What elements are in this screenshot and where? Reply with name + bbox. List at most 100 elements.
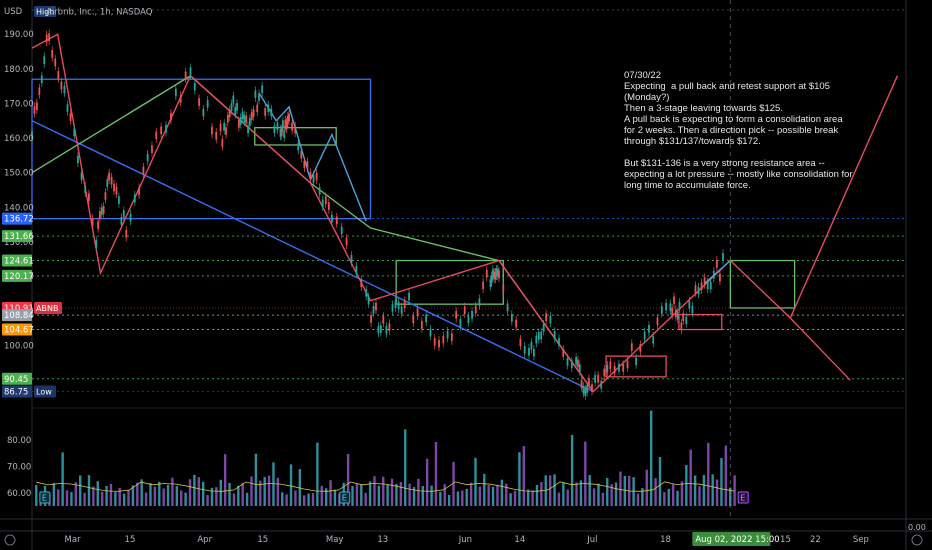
price-tick-label: 170.00 [4,99,34,109]
volume-bar [96,481,99,506]
candle-body [489,279,492,287]
candle-body [291,122,294,131]
price-tick-label: 140.00 [4,203,34,213]
candle-body [66,104,69,112]
candle-body [471,311,473,319]
volume-bar [680,481,684,506]
candle-body [494,271,497,280]
time-tick-label: 15 [780,535,791,545]
volume-bar [443,484,446,506]
candle-body [626,360,629,369]
drawing-blue-trend [31,120,594,393]
volume-bar [671,484,675,506]
earnings-marker-box-2 [737,491,749,504]
price-label-text: 86.75 [4,388,28,398]
volume-bar [118,487,121,506]
candle-body [234,107,237,115]
candle-body [367,296,370,305]
candle-body [397,301,400,310]
candle-body [122,210,125,218]
candle-body [478,298,481,307]
candle-body [270,108,273,117]
candle-body [174,88,177,97]
volume-bar [237,485,240,506]
volume-bar [614,482,618,506]
volume-bar [434,442,438,506]
candle-body [438,339,440,348]
candle-body [673,296,675,305]
volume-bar [320,485,323,506]
candle-body [51,50,54,58]
volume-bar [522,446,526,506]
drawing-green-zigzag [31,74,594,393]
candle-body [709,281,712,290]
candle-body [360,279,363,288]
volume-bar [390,478,394,506]
price-tick-label: 100.00 [4,342,34,352]
candle-body [549,315,552,324]
candle-body [300,150,303,159]
candle-body [33,106,36,114]
candle-body [97,221,100,229]
candle-body [669,303,672,312]
volume-bar [663,492,666,506]
price-label-box-1 [2,230,32,243]
volume-bar [263,476,266,506]
volume-bar [355,483,359,506]
volume-bar [456,491,460,506]
candle-body [279,129,282,137]
candle-body [674,309,677,318]
volume-bar [544,475,547,506]
candle-body [297,142,300,151]
volume-bar [496,484,499,506]
candle-body [545,313,548,322]
candle-body [656,317,659,326]
price-label-box-5 [2,309,32,322]
volume-bar [548,475,552,506]
volume-bar [259,480,262,506]
volume-bar [206,494,209,506]
candle-body [613,365,616,374]
volume-bar [412,487,416,506]
auto-scale-icon [911,534,923,546]
volume-bar [606,477,609,506]
volume-bar [601,492,605,506]
volume-bar [79,475,82,506]
candle-body [429,328,432,337]
candle-body [286,115,289,124]
price-tick-label: 150.00 [4,169,34,179]
candle-body [688,301,691,309]
volume-bar [333,489,337,506]
candle-body [57,71,60,79]
volume-bar [368,481,372,506]
candle-body [250,112,253,120]
price-projection-line [704,260,731,284]
zoom-icon [4,534,16,546]
candle-body [639,344,642,352]
price-label-text: 120.17 [4,272,34,282]
candle-body [331,214,333,223]
candle-body [618,363,620,372]
candle-body [43,56,46,65]
volume-bar [105,485,108,506]
legend-tag-text: High [36,8,54,17]
candle-body [485,269,488,278]
candle-body [223,122,226,131]
candle-body [553,331,556,339]
volume-bar [386,484,389,506]
candle-body [318,187,321,195]
candle-body [635,357,637,366]
candle-body [288,113,290,122]
candle-body [586,385,589,393]
volume-bar [500,479,504,506]
candle-body [48,33,51,42]
volume-bar [61,452,64,506]
volume-bar [241,482,244,506]
candle-body [510,314,513,322]
volume-bar [316,442,319,506]
candle-body [665,302,667,311]
legend-tag-box [34,6,56,17]
candle-body [542,323,545,332]
candle-body [232,95,235,104]
